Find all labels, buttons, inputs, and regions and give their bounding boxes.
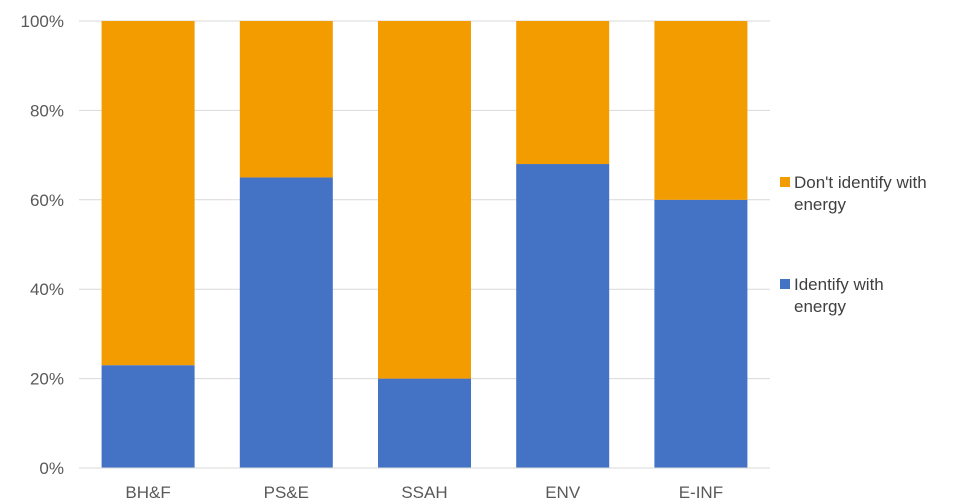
legend-label: energy: [794, 195, 846, 214]
legend: Don't identify with energy Identify with en…: [780, 173, 927, 316]
x-tick-label: BH&F: [125, 483, 170, 500]
bar-identify: [654, 199, 748, 469]
y-tick-label: 60%: [30, 191, 64, 210]
legend-swatch: [780, 177, 790, 187]
legend-label: energy: [794, 297, 846, 316]
x-tick-label: PS&E: [264, 483, 309, 500]
bar-dont-identify: [654, 21, 748, 200]
bar-dont-identify: [516, 21, 610, 165]
y-tick-label: 40%: [30, 280, 64, 299]
bar-dont-identify: [101, 21, 195, 366]
legend-swatch: [780, 279, 790, 289]
y-tick-label: 100%: [21, 12, 64, 31]
y-tick-label: 80%: [30, 101, 64, 120]
y-tick-label: 0%: [39, 459, 64, 478]
legend-label: Don't identify with: [794, 173, 927, 192]
bar-identify: [516, 164, 610, 469]
y-axis-tick-labels: 0% 20% 40% 60% 80% 100%: [21, 12, 64, 478]
bar-identify: [101, 365, 195, 468]
bars: [101, 21, 748, 469]
bar-identify: [378, 378, 471, 468]
x-axis-tick-labels: BH&F PS&E SSAH ENV E-INF: [125, 483, 723, 500]
x-tick-label: SSAH: [401, 483, 447, 500]
bar-dont-identify: [239, 21, 333, 178]
y-tick-label: 20%: [30, 370, 64, 389]
bar-dont-identify: [378, 21, 471, 379]
bar-identify: [239, 177, 333, 468]
x-tick-label: E-INF: [679, 483, 723, 500]
x-tick-label: ENV: [545, 483, 581, 500]
legend-label: Identify with: [794, 275, 884, 294]
